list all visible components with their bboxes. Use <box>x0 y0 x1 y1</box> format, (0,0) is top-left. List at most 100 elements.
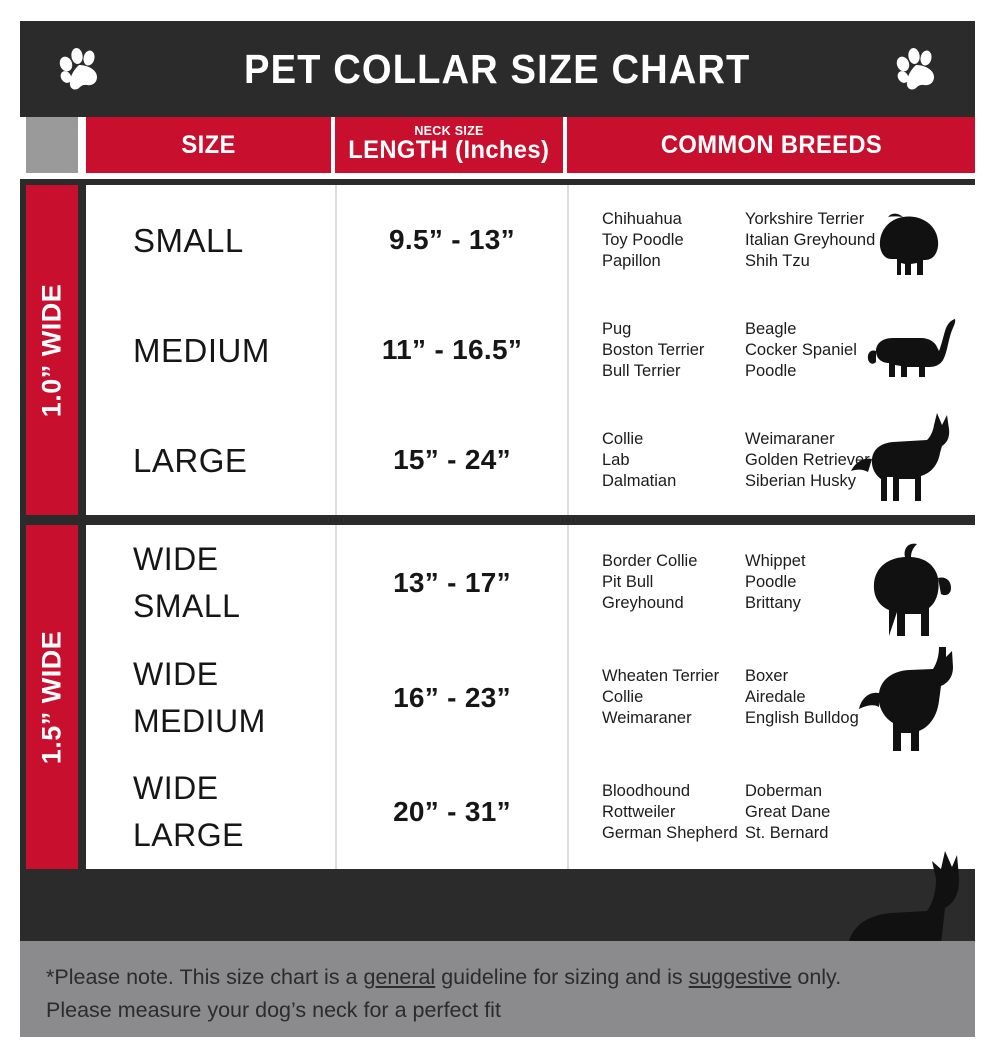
breeds-column-2: Whippet Poodle Brittany <box>745 551 806 614</box>
breed-item: Poodle <box>745 573 797 591</box>
breed-item: Greyhound <box>602 594 684 612</box>
footer-emphasis-suggestive: suggestive <box>688 965 792 989</box>
column-header-length: NECK SIZE LENGTH (Inches) <box>335 117 563 173</box>
breed-item: Boxer <box>745 667 789 685</box>
column-header-length-label: LENGTH (Inches) <box>348 136 550 164</box>
row-length-cell: 16” - 23” <box>335 640 567 755</box>
breed-item: Brittany <box>745 594 801 612</box>
breed-item: Collie <box>602 688 644 706</box>
column-header-neck-size-label: NECK SIZE <box>414 124 484 138</box>
footer-line-1-part-a: *Please note. This size chart is a <box>46 965 364 989</box>
row-size-label: SMALL <box>133 221 244 259</box>
breeds-column-2: Boxer Airedale English Bulldog <box>745 666 859 729</box>
row-length-cell: 9.5” - 13” <box>335 185 567 295</box>
column-header-size-label: SIZE <box>181 130 236 159</box>
row-size-label: WIDE <box>133 770 219 806</box>
breed-item: Weimaraner <box>745 429 835 448</box>
width-group-1-0-rows: SMALL 9.5” - 13” Chihuahua Toy Poodle Pa… <box>86 185 975 515</box>
width-group-1-5-rows: WIDE SMALL 13” - 17” Border Collie Pit B… <box>86 525 975 869</box>
width-group-label-1-0-wide: 1.0” WIDE <box>26 185 78 515</box>
row-length-cell: 11” - 16.5” <box>335 295 567 405</box>
width-group-label-text: 1.0” WIDE <box>36 283 67 417</box>
breeds-column-1: Border Collie Pit Bull Greyhound <box>602 551 745 614</box>
breed-item: Dalmatian <box>602 471 677 490</box>
column-header-size: SIZE <box>86 117 331 173</box>
row-size-label: MEDIUM <box>133 331 270 369</box>
beagle-silhouette-icon <box>855 315 971 393</box>
breed-item: Pug <box>602 319 632 338</box>
breed-item: Bloodhound <box>602 781 691 800</box>
breed-item: Cocker Spaniel <box>745 340 857 359</box>
breed-item: Papillon <box>602 251 661 270</box>
footer-emphasis-general: general <box>363 965 436 989</box>
width-group-label-text: 1.5” WIDE <box>36 630 67 764</box>
breed-item: Shih Tzu <box>745 251 810 270</box>
breeds-column-1: Pug Boston Terrier Bull Terrier <box>602 319 745 382</box>
breed-item: Border Collie <box>602 552 698 570</box>
breed-item: Poodle <box>745 361 797 380</box>
row-breeds-cell: Bloodhound Rottweiler German Shepherd Do… <box>567 755 975 869</box>
row-breeds-cell: Border Collie Pit Bull Greyhound Whippet… <box>567 525 975 640</box>
breed-item: Collie <box>602 429 644 448</box>
row-size-cell: WIDE LARGE <box>86 755 335 869</box>
small-fluffy-dog-silhouette-icon <box>867 203 963 287</box>
breed-item: Lab <box>602 450 630 469</box>
footer-line-2: Please measure your dog’s neck for a per… <box>46 998 501 1022</box>
breed-item: Whippet <box>745 552 806 570</box>
row-breeds-cell: Wheaten Terrier Collie Weimaraner Boxer … <box>567 640 975 755</box>
table-row: MEDIUM 11” - 16.5” Pug Boston Terrier Bu… <box>86 295 975 407</box>
breed-item: Wheaten Terrier <box>602 667 720 685</box>
width-group-label-1-5-wide: 1.5” WIDE <box>26 525 78 869</box>
breed-item: Italian Greyhound <box>745 230 876 249</box>
row-size-cell: LARGE <box>86 405 335 515</box>
breeds-column-2: Weimaraner Golden Retriever Siberian Hus… <box>745 429 870 492</box>
column-header-breeds-label: COMMON BREEDS <box>660 130 882 159</box>
breeds-column-2: Yorkshire Terrier Italian Greyhound Shih… <box>745 209 875 272</box>
footer-note: *Please note. This size chart is a gener… <box>20 941 975 1037</box>
row-size-label-line2: MEDIUM <box>133 702 266 739</box>
size-table: SIZE NECK SIZE LENGTH (Inches) COMMON BR… <box>20 117 975 1037</box>
breed-item: Golden Retriever <box>745 450 870 469</box>
bulldog-silhouette-icon <box>853 536 957 640</box>
pet-collar-size-chart: PET COLLAR SIZE CHART SIZE NECK SIZE LEN… <box>20 21 975 1037</box>
footer-line-1-part-b: guideline for sizing and is <box>435 965 689 989</box>
row-size-label-line2: SMALL <box>133 587 241 624</box>
breed-item: Toy Poodle <box>602 230 684 249</box>
breeds-column-2: Doberman Great Dane St. Bernard <box>745 781 830 844</box>
breed-item: Bull Terrier <box>602 361 681 380</box>
breed-item: Beagle <box>745 319 797 338</box>
breed-item: St. Bernard <box>745 823 829 842</box>
breed-item: Doberman <box>745 781 823 800</box>
paw-print-icon <box>893 45 939 93</box>
breed-item: Great Dane <box>745 802 831 821</box>
row-breeds-cell: Collie Lab Dalmatian Weimaraner Golden R… <box>567 405 975 515</box>
table-row: LARGE 15” - 24” Collie Lab Dalmatian Wei… <box>86 405 975 515</box>
row-breeds-cell: Chihuahua Toy Poodle Papillon Yorkshire … <box>567 185 975 295</box>
page-title: PET COLLAR SIZE CHART <box>244 45 751 92</box>
row-length-cell: 20” - 31” <box>335 755 567 869</box>
row-size-label: LARGE <box>133 441 248 479</box>
table-row: WIDE SMALL 13” - 17” Border Collie Pit B… <box>86 525 975 642</box>
row-size-cell: WIDE SMALL <box>86 525 335 640</box>
breed-item: Rottweiler <box>602 802 676 821</box>
chart-title-bar: PET COLLAR SIZE CHART <box>20 21 975 117</box>
breed-item: German Shepherd <box>602 823 738 842</box>
breeds-column-1: Wheaten Terrier Collie Weimaraner <box>602 666 745 729</box>
boxer-silhouette-icon <box>849 641 967 755</box>
paw-print-icon <box>56 45 102 93</box>
footer-line-1-part-c: only. <box>791 965 842 989</box>
row-size-cell: SMALL <box>86 185 335 295</box>
breed-item: Airedale <box>745 688 806 706</box>
breed-item: Yorkshire Terrier <box>745 209 865 228</box>
row-breeds-cell: Pug Boston Terrier Bull Terrier Beagle C… <box>567 295 975 405</box>
breed-item: Boston Terrier <box>602 340 705 359</box>
table-row: WIDE MEDIUM 16” - 23” Wheaten Terrier Co… <box>86 640 975 757</box>
breed-item: Chihuahua <box>602 209 682 228</box>
row-size-cell: MEDIUM <box>86 295 335 405</box>
breeds-column-1: Chihuahua Toy Poodle Papillon <box>602 209 745 272</box>
table-corner-cell <box>26 117 78 173</box>
breeds-column-1: Bloodhound Rottweiler German Shepherd <box>602 781 745 844</box>
footer-line-1: *Please note. This size chart is a gener… <box>46 961 949 994</box>
breeds-column-1: Collie Lab Dalmatian <box>602 429 745 492</box>
row-size-cell: WIDE MEDIUM <box>86 640 335 755</box>
